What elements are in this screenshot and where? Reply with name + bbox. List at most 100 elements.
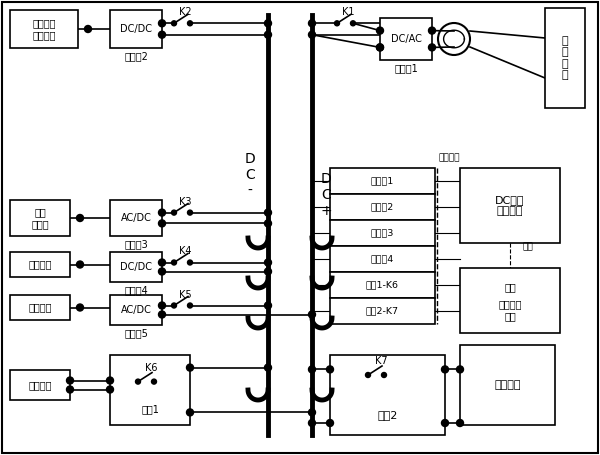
Bar: [10, 370, 70, 400]
Bar: [380, 18, 432, 60]
Text: 变流器4: 变流器4: [371, 254, 394, 263]
Text: K3: K3: [179, 197, 191, 207]
Text: 变流器1: 变流器1: [371, 177, 394, 186]
Circle shape: [187, 210, 193, 215]
Text: 检测: 检测: [504, 283, 516, 293]
Circle shape: [382, 373, 386, 378]
Text: 变流器1: 变流器1: [394, 63, 418, 73]
Bar: [110, 10, 162, 48]
Text: K2: K2: [179, 7, 191, 17]
Circle shape: [265, 302, 271, 309]
Circle shape: [265, 268, 271, 275]
Circle shape: [107, 377, 113, 384]
Text: AC/DC: AC/DC: [121, 213, 151, 223]
Circle shape: [67, 377, 74, 384]
Text: K6: K6: [145, 363, 157, 373]
Bar: [460, 345, 555, 425]
Circle shape: [428, 44, 436, 51]
Circle shape: [187, 21, 193, 26]
Circle shape: [442, 420, 449, 426]
Text: DC/DC: DC/DC: [120, 262, 152, 272]
Circle shape: [158, 268, 166, 275]
Text: 变流器2: 变流器2: [371, 202, 394, 212]
Bar: [330, 272, 435, 298]
Circle shape: [428, 27, 436, 34]
Text: 交
流
电
网: 交 流 电 网: [562, 35, 568, 81]
Text: 直流母线
电压: 直流母线 电压: [498, 299, 522, 321]
Text: 端口1-K6: 端口1-K6: [366, 280, 399, 289]
Text: DC/AC: DC/AC: [391, 34, 421, 44]
Bar: [330, 355, 445, 435]
Text: 储能电池: 储能电池: [28, 259, 52, 269]
Bar: [10, 252, 70, 277]
Circle shape: [172, 303, 176, 308]
Text: DC/DC: DC/DC: [120, 24, 152, 34]
Text: K4: K4: [179, 247, 191, 257]
Circle shape: [365, 373, 371, 378]
Circle shape: [326, 366, 334, 373]
Text: 卸荷系统: 卸荷系统: [28, 380, 52, 390]
Text: K7: K7: [374, 356, 388, 366]
Circle shape: [187, 409, 193, 416]
Text: D
C
+: D C +: [320, 172, 332, 218]
Text: 变流器2: 变流器2: [124, 51, 148, 61]
Circle shape: [187, 260, 193, 265]
Circle shape: [158, 220, 166, 227]
Bar: [545, 8, 585, 108]
Circle shape: [308, 420, 316, 426]
Bar: [460, 268, 560, 333]
Bar: [330, 168, 435, 194]
Circle shape: [377, 44, 383, 51]
Circle shape: [158, 31, 166, 38]
Text: 端口1: 端口1: [141, 404, 159, 415]
Circle shape: [457, 420, 464, 426]
Circle shape: [265, 20, 271, 27]
Bar: [10, 10, 78, 48]
Circle shape: [107, 386, 113, 393]
Bar: [460, 168, 560, 243]
Circle shape: [136, 379, 140, 384]
Circle shape: [265, 220, 271, 227]
Bar: [10, 200, 70, 236]
Circle shape: [442, 366, 449, 373]
Text: 变流器4: 变流器4: [124, 285, 148, 295]
Circle shape: [308, 20, 316, 27]
Circle shape: [158, 20, 166, 27]
Circle shape: [172, 260, 176, 265]
Text: 变流器5: 变流器5: [124, 328, 148, 338]
Circle shape: [335, 21, 340, 26]
Text: D
C
-: D C -: [245, 152, 256, 198]
Circle shape: [158, 311, 166, 318]
Text: K1: K1: [342, 7, 354, 17]
Bar: [330, 194, 435, 220]
Circle shape: [187, 364, 193, 371]
Circle shape: [265, 364, 271, 371]
Text: K5: K5: [179, 289, 191, 299]
Circle shape: [187, 303, 193, 308]
Circle shape: [67, 386, 74, 393]
Circle shape: [308, 366, 316, 373]
Text: 端口2: 端口2: [377, 410, 398, 420]
Bar: [110, 355, 190, 425]
Circle shape: [172, 210, 176, 215]
Circle shape: [265, 259, 271, 266]
Text: 风力
发电机: 风力 发电机: [31, 207, 49, 229]
Bar: [330, 246, 435, 272]
Circle shape: [377, 27, 383, 34]
Circle shape: [158, 302, 166, 309]
Bar: [110, 200, 162, 236]
Circle shape: [77, 261, 83, 268]
Text: 直流负载: 直流负载: [494, 380, 521, 390]
Text: 变流器3: 变流器3: [124, 239, 148, 249]
Circle shape: [77, 304, 83, 311]
Circle shape: [308, 311, 316, 318]
Circle shape: [457, 366, 464, 373]
Circle shape: [265, 209, 271, 216]
Circle shape: [350, 21, 355, 26]
Circle shape: [77, 214, 83, 222]
Circle shape: [326, 420, 334, 426]
Circle shape: [308, 409, 316, 416]
Circle shape: [377, 44, 383, 51]
Text: 检测: 检测: [523, 243, 533, 252]
Bar: [330, 220, 435, 246]
